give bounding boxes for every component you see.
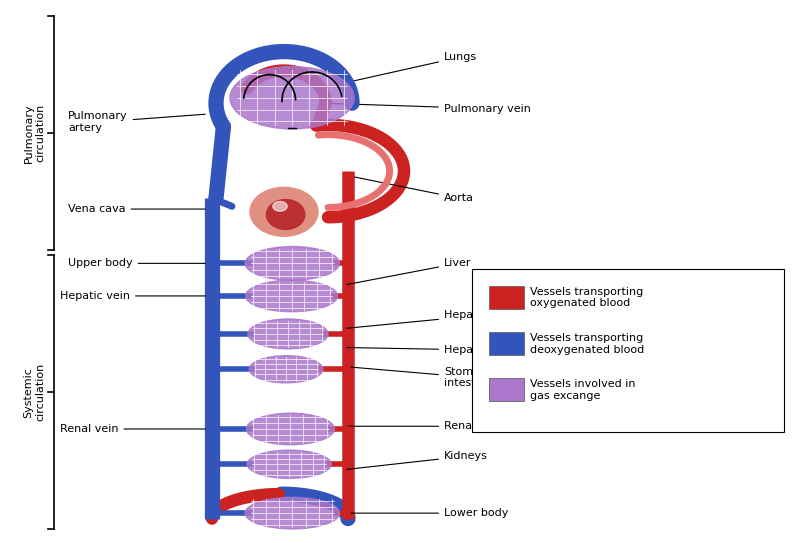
FancyBboxPatch shape (489, 332, 524, 355)
Text: Hepatic portal vein: Hepatic portal vein (346, 345, 550, 355)
Ellipse shape (250, 356, 323, 383)
Text: Vessels involved in
gas excange: Vessels involved in gas excange (530, 379, 636, 401)
Text: Systemic
circulation: Systemic circulation (24, 363, 46, 421)
Ellipse shape (246, 280, 338, 312)
Text: Renal vein: Renal vein (60, 424, 206, 434)
Text: Lower body: Lower body (342, 508, 508, 518)
Ellipse shape (248, 319, 328, 349)
Text: Kidneys: Kidneys (346, 451, 488, 469)
Text: Vessels transporting
oxygenated blood: Vessels transporting oxygenated blood (530, 287, 644, 308)
Ellipse shape (247, 450, 331, 478)
Ellipse shape (246, 413, 334, 445)
Text: Pulmonary
artery: Pulmonary artery (68, 111, 206, 133)
FancyBboxPatch shape (472, 269, 784, 432)
Text: Lungs: Lungs (342, 52, 477, 84)
FancyBboxPatch shape (489, 378, 524, 401)
Text: Hepatic vein: Hepatic vein (60, 291, 206, 301)
Ellipse shape (273, 201, 287, 211)
Ellipse shape (266, 200, 305, 229)
Ellipse shape (245, 497, 339, 529)
Text: Stomach,
intestines: Stomach, intestines (346, 367, 498, 388)
Text: Liver: Liver (346, 258, 471, 285)
Text: Aorta: Aorta (354, 177, 474, 203)
Ellipse shape (230, 66, 354, 129)
Ellipse shape (245, 247, 339, 280)
Text: Vena cava: Vena cava (68, 204, 206, 214)
Text: Pulmonary vein: Pulmonary vein (324, 103, 531, 113)
Text: Vessels transporting
deoxygenated blood: Vessels transporting deoxygenated blood (530, 333, 645, 355)
FancyBboxPatch shape (489, 286, 524, 309)
Text: Renal artery: Renal artery (346, 421, 513, 431)
Text: Pulmonary
circulation: Pulmonary circulation (24, 103, 46, 163)
Text: Hepatic artery: Hepatic artery (346, 310, 524, 329)
Ellipse shape (250, 187, 318, 236)
Text: Upper body: Upper body (68, 258, 206, 268)
